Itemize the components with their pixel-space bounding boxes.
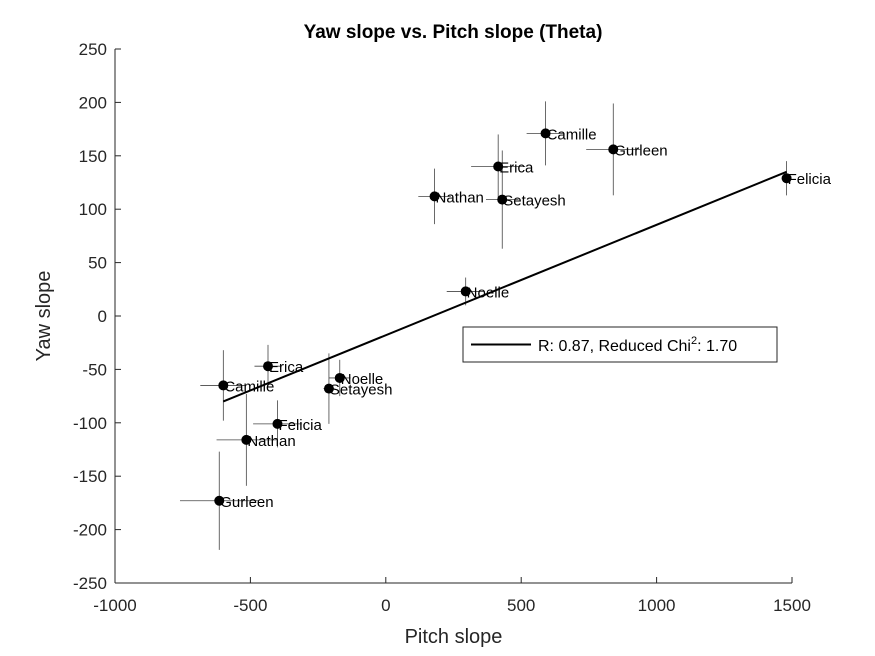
data-point	[460, 286, 471, 297]
point-label: Erica	[269, 359, 304, 376]
data-point	[608, 144, 619, 155]
legend-entry: R: 0.87, Reduced Chi2: 1.70	[538, 335, 737, 355]
legend: R: 0.87, Reduced Chi2: 1.70	[462, 326, 778, 363]
legend-superscript: 2	[691, 335, 697, 347]
data-point	[214, 495, 225, 506]
data-point	[429, 191, 440, 202]
y-tick-label: -250	[73, 574, 107, 593]
data-point	[497, 194, 508, 205]
point-label: Felicia	[278, 417, 322, 434]
point-label: Setayesh	[503, 193, 566, 210]
y-axis-label: Yaw slope	[33, 271, 55, 362]
data-point	[540, 128, 551, 139]
x-tick-label: 0	[381, 596, 390, 615]
legend-text-suffix: : 1.70	[697, 338, 737, 355]
point-label: Gurleen	[614, 142, 667, 159]
data-point	[218, 380, 229, 391]
point-label: Erica	[499, 159, 534, 176]
point-label: Setayesh	[330, 382, 393, 399]
point-label: Camille	[547, 126, 597, 143]
x-axis-label: Pitch slope	[405, 626, 503, 648]
data-point	[241, 434, 252, 445]
x-tick-label: 1000	[638, 596, 676, 615]
y-tick-label: -200	[73, 521, 107, 540]
chart-title: Yaw slope vs. Pitch slope (Theta)	[304, 22, 603, 43]
y-tick-label: 0	[98, 307, 107, 326]
data-point	[323, 383, 334, 394]
data-point	[334, 372, 345, 383]
y-tick-label: -150	[73, 467, 107, 486]
y-tick-label: 50	[88, 254, 107, 273]
axes: -1000 -500 0 500 1000 1500-250-200-150-100-50…	[73, 40, 811, 615]
y-tick-label: -100	[73, 414, 107, 433]
y-tick-label: 200	[79, 93, 107, 112]
data-points	[214, 128, 792, 506]
data-point	[781, 173, 792, 184]
x-tick-label: 1500	[773, 596, 811, 615]
point-label: Noelle	[341, 371, 384, 388]
legend-text-main: R: 0.87, Reduced Chi	[538, 338, 691, 355]
point-label: Nathan	[247, 433, 295, 450]
y-tick-label: 150	[79, 147, 107, 166]
point-label: Camille	[224, 378, 274, 395]
y-tick-label: -50	[82, 360, 107, 379]
point-label: Gurleen	[220, 494, 273, 511]
x-tick-label: -500	[233, 596, 267, 615]
point-label: Nathan	[436, 189, 484, 206]
x-tick-label: 500	[507, 596, 535, 615]
fit-line	[222, 170, 787, 403]
data-point	[263, 361, 274, 372]
fit-line-group	[222, 170, 787, 403]
data-point	[493, 161, 504, 172]
y-tick-label: 100	[79, 200, 107, 219]
x-tick-label: -1000	[93, 596, 136, 615]
point-label: Noelle	[467, 284, 510, 301]
point-label: Felicia	[788, 171, 832, 188]
point-labels: Camille Gurleen Erica Nathan Setayesh Felicia…	[220, 126, 831, 510]
y-tick-label: 250	[79, 40, 107, 59]
data-point	[272, 418, 283, 429]
